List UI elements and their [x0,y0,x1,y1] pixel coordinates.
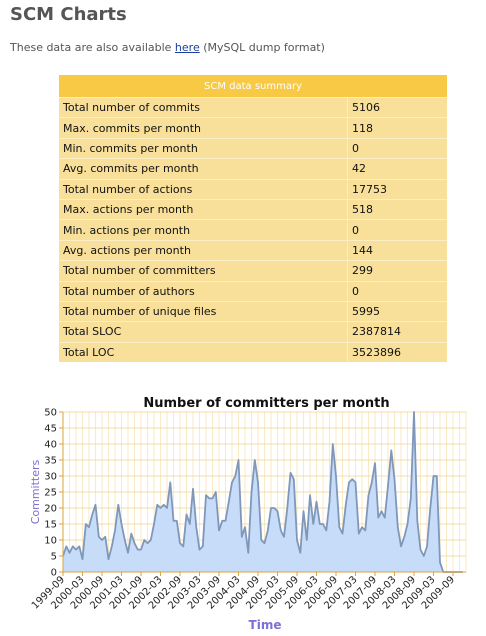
summary-row-label: Min. actions per month [59,219,348,240]
summary-row: Min. actions per month 0 [59,219,447,240]
summary-row: Max. commits per month 118 [59,117,447,138]
summary-row: Min. commits per month 0 [59,137,447,159]
y-axis-title: Committers [29,459,42,524]
summary-row: Total number of actions 17753 [59,178,447,199]
summary-row-label: Min. commits per month [59,137,348,159]
summary-row-label: Total number of actions [59,178,348,199]
x-axis-title: Time [249,618,282,632]
dump-link[interactable]: here [174,41,200,54]
y-tick-label: 0 [51,568,57,579]
summary-row-value: 42 [348,158,447,179]
summary-row-value: 3523896 [348,341,447,363]
summary-table-header: SCM data summary [59,75,447,97]
y-tick-label: 30 [44,472,57,483]
series-area [63,412,463,572]
summary-row-label: Total number of commits [59,97,348,118]
summary-row-value: 0 [348,137,447,159]
y-tick-label: 20 [44,504,57,515]
committers-chart: 051015202530354045501999-092000-032000-0… [29,396,467,632]
summary-row: Total number of commits 5106 [59,97,447,118]
page-title: SCM Charts [10,4,127,25]
intro-text-after: (MySQL dump format) [199,41,325,54]
summary-row-value: 2387814 [348,321,447,342]
summary-row-value: 17753 [348,178,447,199]
summary-row-label: Max. commits per month [59,117,348,138]
y-tick-label: 10 [44,536,57,547]
summary-row-label: Total SLOC [59,321,348,342]
summary-row-label: Total number of unique files [59,300,348,322]
summary-row-value: 5995 [348,300,447,322]
series-line [62,411,463,573]
summary-row-label: Max. actions per month [59,198,348,220]
summary-row-value: 518 [348,198,447,220]
scm-summary-table: SCM data summary Total number of commits… [59,75,447,363]
y-tick-label: 40 [44,440,57,451]
y-tick-label: 35 [44,456,57,467]
summary-row: Max. actions per month 518 [59,198,447,220]
summary-row: Total LOC 3523896 [59,341,447,363]
y-tick-label: 5 [51,552,57,563]
summary-row: Total number of unique files 5995 [59,300,447,322]
summary-row-label: Total LOC [59,341,348,363]
y-tick-label: 25 [44,488,57,499]
summary-row-label: Total number of committers [59,260,348,281]
y-tick-label: 50 [44,408,57,419]
summary-row-value: 118 [348,117,447,138]
y-tick-label: 15 [44,520,57,531]
summary-row-value: 0 [348,280,447,301]
summary-row-label: Avg. actions per month [59,239,348,261]
summary-row: Avg. actions per month 144 [59,239,447,261]
intro-text: These data are also available here (MySQ… [10,41,325,54]
summary-row-value: 144 [348,239,447,261]
summary-row-label: Avg. commits per month [59,158,348,179]
summary-row-value: 299 [348,260,447,281]
summary-row-value: 0 [348,219,447,240]
summary-row: Avg. commits per month 42 [59,158,447,179]
summary-row: Total SLOC 2387814 [59,321,447,342]
y-tick-label: 45 [44,424,57,435]
intro-text-before: These data are also available [10,41,175,54]
summary-row: Total number of committers 299 [59,260,447,281]
chart-title: Number of committers per month [143,396,389,411]
summary-row-label: Total number of authors [59,280,348,301]
summary-row: Total number of authors 0 [59,280,447,301]
summary-row-value: 5106 [348,97,447,118]
